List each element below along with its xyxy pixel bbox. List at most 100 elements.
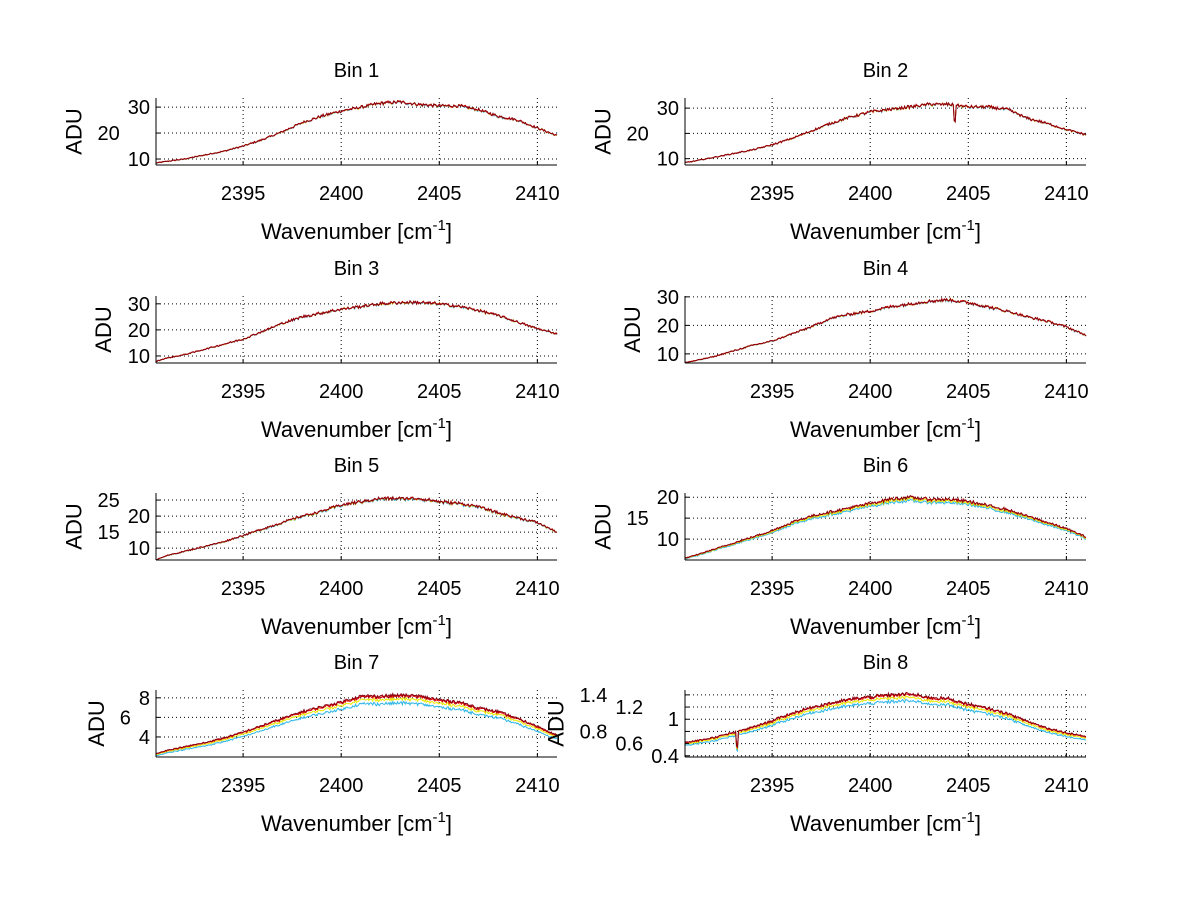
series-line-s1 xyxy=(155,496,558,561)
y-tick-label: 20 xyxy=(627,123,649,145)
y-axis-label: ADU xyxy=(62,503,87,549)
x-tick-label: 2395 xyxy=(221,381,266,403)
x-tick-label: 2395 xyxy=(750,775,795,797)
series-line-s4 xyxy=(684,297,1087,363)
series-line-s4 xyxy=(684,691,1087,749)
subplot-title: Bin 1 xyxy=(334,60,380,82)
x-axis-label-superscript: -1 xyxy=(433,217,446,234)
x-axis-label: Wavenumber [cm-1] xyxy=(261,612,452,639)
y-tick-label: 30 xyxy=(657,98,679,120)
x-tick-label: 2410 xyxy=(1044,775,1089,797)
y-tick-label: 30 xyxy=(657,287,679,309)
x-tick-label: 2410 xyxy=(515,183,560,205)
x-tick-label: 2410 xyxy=(1044,578,1089,600)
subplot-bin-6: 2395 2400 2405 2410 10 15 20 Bin 6 Wavenumber [c… xyxy=(591,455,1089,639)
x-tick-label: 2405 xyxy=(946,578,991,600)
series-line-s1 xyxy=(155,700,558,757)
series-line-s2 xyxy=(156,696,558,755)
series-line-s4 xyxy=(155,692,558,754)
x-tick-label: 2410 xyxy=(1044,381,1089,403)
y-tick-label: 1.2 xyxy=(615,697,643,719)
subplot-bin-7: 2395 2400 2405 2410 468 Bin 7 Wavenumber [cm-1… xyxy=(84,652,560,836)
x-axis-label-superscript: -1 xyxy=(433,809,446,826)
series-line-s3 xyxy=(155,99,558,164)
x-axis-label-text: Wavenumber [cm xyxy=(261,219,433,244)
y-tick-label: 30 xyxy=(128,294,150,316)
series-line-s3 xyxy=(685,297,1087,363)
x-tick-label: 2400 xyxy=(319,775,364,797)
y-axis-label: ADU xyxy=(591,503,616,549)
x-axis-label-text: Wavenumber [cm xyxy=(790,417,962,442)
x-axis-label-superscript: -1 xyxy=(433,612,446,629)
y-tick-label: 0.8 xyxy=(580,721,608,743)
series-line-s2 xyxy=(155,299,558,363)
y-tick-label: 25 xyxy=(98,490,120,512)
y-tick-label: 10 xyxy=(128,346,150,368)
y-axis-label: ADU xyxy=(544,700,569,746)
y-axis-label: ADU xyxy=(84,700,109,746)
y-tick-label: 1.4 xyxy=(580,685,608,707)
x-tick-label: 2405 xyxy=(417,381,462,403)
subplot-title: Bin 6 xyxy=(863,455,909,477)
y-axis-label: ADU xyxy=(62,108,87,154)
x-tick-label: 2405 xyxy=(417,183,462,205)
x-tick-label: 2410 xyxy=(1044,183,1089,205)
x-tick-label: 2400 xyxy=(319,183,364,205)
x-axis-label-superscript: -1 xyxy=(962,809,975,826)
series-line-s4 xyxy=(156,495,558,561)
x-axis-label-end: ] xyxy=(446,219,452,244)
x-tick-label: 2405 xyxy=(417,578,462,600)
subplot-title: Bin 5 xyxy=(334,455,380,477)
x-tick-label: 2395 xyxy=(221,578,266,600)
x-tick-label: 2395 xyxy=(750,183,795,205)
series-line-s3 xyxy=(155,300,558,363)
subplot-title: Bin 4 xyxy=(863,258,909,280)
y-axis-label: ADU xyxy=(591,108,616,154)
series-line-s4 xyxy=(684,494,1087,559)
series-line-s1 xyxy=(684,498,1087,560)
x-tick-label: 2395 xyxy=(221,775,266,797)
x-tick-label: 2405 xyxy=(417,775,462,797)
y-tick-label: 10 xyxy=(657,529,679,551)
y-tick-label: 20 xyxy=(128,320,150,342)
x-axis-label: Wavenumber [cm-1] xyxy=(790,415,981,442)
y-tick-label: 20 xyxy=(128,506,150,528)
x-axis-label-superscript: -1 xyxy=(433,415,446,432)
subplot-bin-4: 2395 2400 2405 2410 10 20 30 Bin 4 Wavenumber [c… xyxy=(620,258,1089,442)
series-line-s3 xyxy=(155,495,558,561)
y-tick-label: 10 xyxy=(657,149,679,171)
x-axis-label-superscript: -1 xyxy=(962,217,975,234)
series-line-s1 xyxy=(684,698,1086,753)
x-tick-label: 2400 xyxy=(848,775,893,797)
x-tick-label: 2410 xyxy=(515,381,560,403)
x-tick-label: 2405 xyxy=(946,381,991,403)
subplot-title: Bin 3 xyxy=(334,258,380,280)
series-line-s2 xyxy=(684,694,1087,750)
x-axis-label-end: ] xyxy=(975,614,981,639)
y-tick-label: 10 xyxy=(128,149,150,171)
subplot-bin-5: 2395 2400 2405 2410 10 15 20 25 Bin 5 Wavenumber … xyxy=(62,455,560,639)
series-line-s2 xyxy=(684,101,1087,163)
series-line-s1 xyxy=(155,300,558,363)
subplot-bin-8: 2395 2400 2405 2410 0.4 0.6 0.8 1 1.2 1.4 Bin 8 Wav… xyxy=(544,652,1089,836)
x-axis-label: Wavenumber [cm-1] xyxy=(790,217,981,244)
x-axis-label: Wavenumber [cm-1] xyxy=(790,809,981,836)
x-axis-label-end: ] xyxy=(975,219,981,244)
series-line-s2 xyxy=(684,496,1087,560)
y-tick-label: 10 xyxy=(657,344,679,366)
series-line-s1 xyxy=(155,100,558,164)
y-tick-label: 6 xyxy=(120,707,131,729)
series-line-s2 xyxy=(156,496,557,561)
y-tick-label: 15 xyxy=(98,522,120,544)
y-tick-label: 10 xyxy=(128,538,150,560)
x-tick-label: 2400 xyxy=(319,381,364,403)
x-axis-label-end: ] xyxy=(975,417,981,442)
y-tick-label: 20 xyxy=(657,315,679,337)
x-axis-label-end: ] xyxy=(446,614,452,639)
series-line-s3 xyxy=(685,102,1087,163)
x-axis-label: Wavenumber [cm-1] xyxy=(261,415,452,442)
y-axis-label: ADU xyxy=(91,306,116,352)
x-tick-label: 2410 xyxy=(515,775,560,797)
x-axis-label-text: Wavenumber [cm xyxy=(261,417,433,442)
